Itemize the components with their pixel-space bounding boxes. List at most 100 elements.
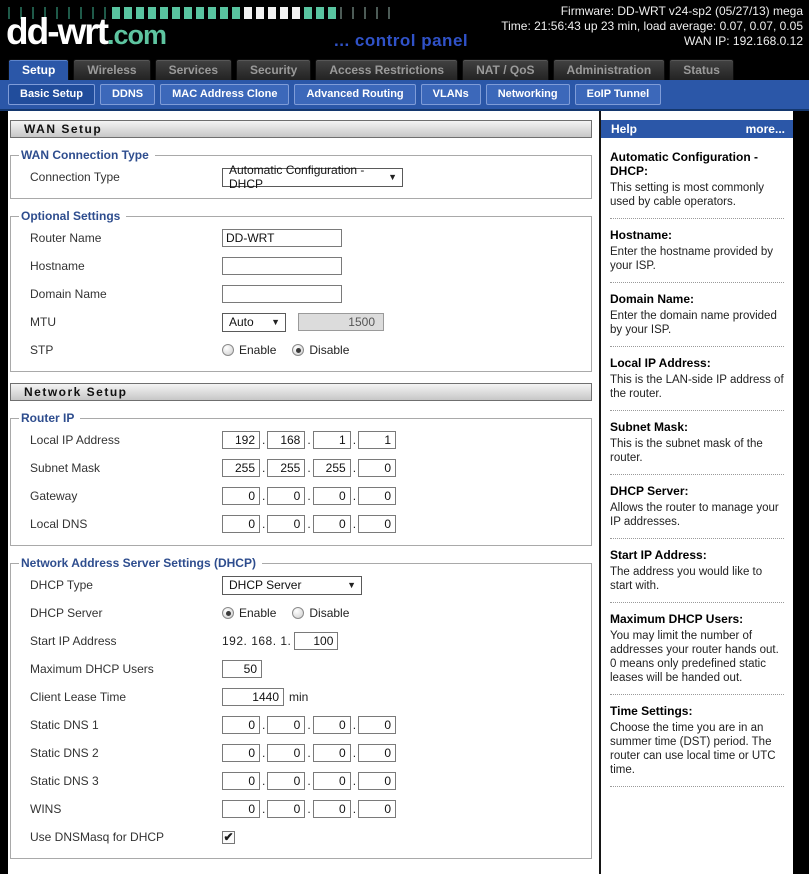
ip-octet-input[interactable]: [358, 800, 397, 818]
ip-octet-input[interactable]: [312, 459, 351, 477]
ip-octet-input[interactable]: [358, 459, 397, 477]
help-section: Start IP Address: The address you would …: [610, 548, 784, 603]
ip-octet-input[interactable]: [222, 772, 260, 790]
static-dns2-octet-group: ...: [222, 744, 397, 762]
ip-octet-input[interactable]: [267, 431, 306, 449]
octet-dot: .: [307, 746, 311, 760]
ip-octet-input[interactable]: [222, 515, 260, 533]
dnsmasq-label: Use DNSMasq for DHCP: [30, 830, 165, 844]
subtab-basic-setup[interactable]: Basic Setup: [8, 84, 95, 105]
ip-octet-input[interactable]: [267, 716, 306, 734]
ip-octet-input[interactable]: [267, 459, 306, 477]
tab-services[interactable]: Services: [154, 59, 232, 80]
ip-octet-input[interactable]: [358, 772, 397, 790]
ip-octet-input[interactable]: [267, 744, 306, 762]
octet-dot: .: [352, 461, 357, 475]
tab-wireless[interactable]: Wireless: [73, 59, 151, 80]
ip-octet-input[interactable]: [267, 800, 306, 818]
ip-octet-input[interactable]: [312, 515, 351, 533]
tab-status[interactable]: Status: [669, 59, 734, 80]
ip-octet-input[interactable]: [222, 459, 260, 477]
subtab-eoip-tunnel[interactable]: EoIP Tunnel: [574, 84, 662, 105]
gateway-octet-group: ...: [222, 487, 397, 505]
hostname-input[interactable]: [222, 257, 342, 275]
ip-octet-input[interactable]: [222, 800, 260, 818]
static-dns1-octet-group: ...: [222, 716, 397, 734]
dhcp-server-label: DHCP Server: [30, 606, 103, 620]
tab-setup[interactable]: Setup: [8, 59, 70, 80]
mtu-select[interactable]: Auto ▼: [222, 312, 286, 332]
octet-dot: .: [307, 718, 311, 732]
dhcp-server-enable-label: Enable: [239, 606, 277, 620]
octet-dot: .: [307, 802, 311, 816]
octet-dot: .: [262, 718, 266, 732]
setup-subnav: Basic Setup DDNS MAC Address Clone Advan…: [0, 80, 809, 111]
start-ip-row: Start IP Address 192. 168. 1.: [19, 627, 583, 655]
local-ip-label: Local IP Address: [30, 433, 120, 447]
ip-octet-input[interactable]: [312, 487, 351, 505]
help-section: Domain Name: Enter the domain name provi…: [610, 292, 784, 347]
ip-octet-input[interactable]: [267, 515, 306, 533]
dhcp-type-label: DHCP Type: [30, 578, 93, 592]
ip-octet-input[interactable]: [312, 431, 351, 449]
tab-nat-qos[interactable]: NAT / QoS: [462, 59, 549, 80]
subtab-networking[interactable]: Networking: [485, 84, 570, 105]
static-dns2-label: Static DNS 2: [30, 746, 99, 760]
wins-octet-group: ...: [222, 800, 397, 818]
ip-octet-input[interactable]: [222, 487, 260, 505]
octet-dot: .: [352, 718, 357, 732]
ip-octet-input[interactable]: [267, 487, 306, 505]
ip-octet-input[interactable]: [312, 800, 351, 818]
ip-octet-input[interactable]: [358, 431, 397, 449]
ip-octet-input[interactable]: [358, 487, 397, 505]
dnsmasq-checkbox[interactable]: ✔: [222, 829, 235, 844]
ip-octet-input[interactable]: [358, 744, 397, 762]
tab-administration[interactable]: Administration: [552, 59, 666, 80]
ip-octet-input[interactable]: [312, 772, 351, 790]
wins-row: WINS ...: [19, 795, 583, 823]
ip-octet-input[interactable]: [222, 431, 260, 449]
ip-octet-input[interactable]: [358, 515, 397, 533]
tab-security[interactable]: Security: [236, 59, 312, 80]
dhcp-type-control: DHCP Server ▼: [222, 575, 362, 595]
domain-name-input[interactable]: [222, 285, 342, 303]
connection-type-select[interactable]: Automatic Configuration - DHCP ▼: [222, 163, 403, 191]
router-name-input[interactable]: [222, 229, 342, 247]
mtu-label: MTU: [30, 315, 56, 329]
tab-access-restrictions[interactable]: Access Restrictions: [315, 59, 459, 80]
ip-octet-input[interactable]: [267, 772, 306, 790]
stp-disable-radio[interactable]: [292, 344, 305, 356]
hostname-control: [222, 257, 342, 275]
dotted-divider: [610, 218, 784, 219]
subtab-mac-address-clone[interactable]: MAC Address Clone: [160, 84, 290, 105]
ip-octet-input[interactable]: [358, 716, 397, 734]
subtab-vlans[interactable]: VLANs: [420, 84, 481, 105]
ip-octet-input[interactable]: [222, 716, 260, 734]
dhcp-server-enable-radio[interactable]: [222, 607, 234, 619]
ip-octet-input[interactable]: [312, 716, 351, 734]
start-ip-prefix: 192. 168. 1.: [222, 634, 292, 648]
dnsmasq-row: Use DNSMasq for DHCP ✔: [19, 823, 583, 851]
ip-octet-input[interactable]: [312, 744, 351, 762]
help-more-link[interactable]: more...: [745, 122, 785, 136]
subtab-ddns[interactable]: DDNS: [99, 84, 156, 105]
subtab-advanced-routing[interactable]: Advanced Routing: [294, 84, 416, 105]
domain-name-row: Domain Name: [19, 280, 583, 308]
client-lease-time-input[interactable]: [222, 688, 284, 706]
dotted-divider: [610, 474, 784, 475]
router-ip-legend: Router IP: [21, 411, 75, 425]
logo-suffix: .com: [107, 20, 167, 50]
logo-main: dd-wrt: [6, 11, 109, 52]
stp-enable-radio[interactable]: [222, 344, 234, 356]
lease-time-unit: min: [289, 690, 309, 704]
octet-dot: .: [262, 746, 266, 760]
connection-type-label: Connection Type: [30, 170, 120, 184]
max-dhcp-users-input[interactable]: [222, 660, 262, 678]
dhcp-type-select[interactable]: DHCP Server ▼: [222, 575, 362, 595]
dhcp-server-disable-radio[interactable]: [292, 607, 305, 619]
ip-octet-input[interactable]: [222, 744, 260, 762]
router-name-row: Router Name: [19, 224, 583, 252]
help-section-text: This setting is most commonly used by ca…: [610, 182, 765, 208]
start-ip-input[interactable]: [294, 632, 339, 650]
help-section-title: Maximum DHCP Users:: [610, 612, 744, 626]
